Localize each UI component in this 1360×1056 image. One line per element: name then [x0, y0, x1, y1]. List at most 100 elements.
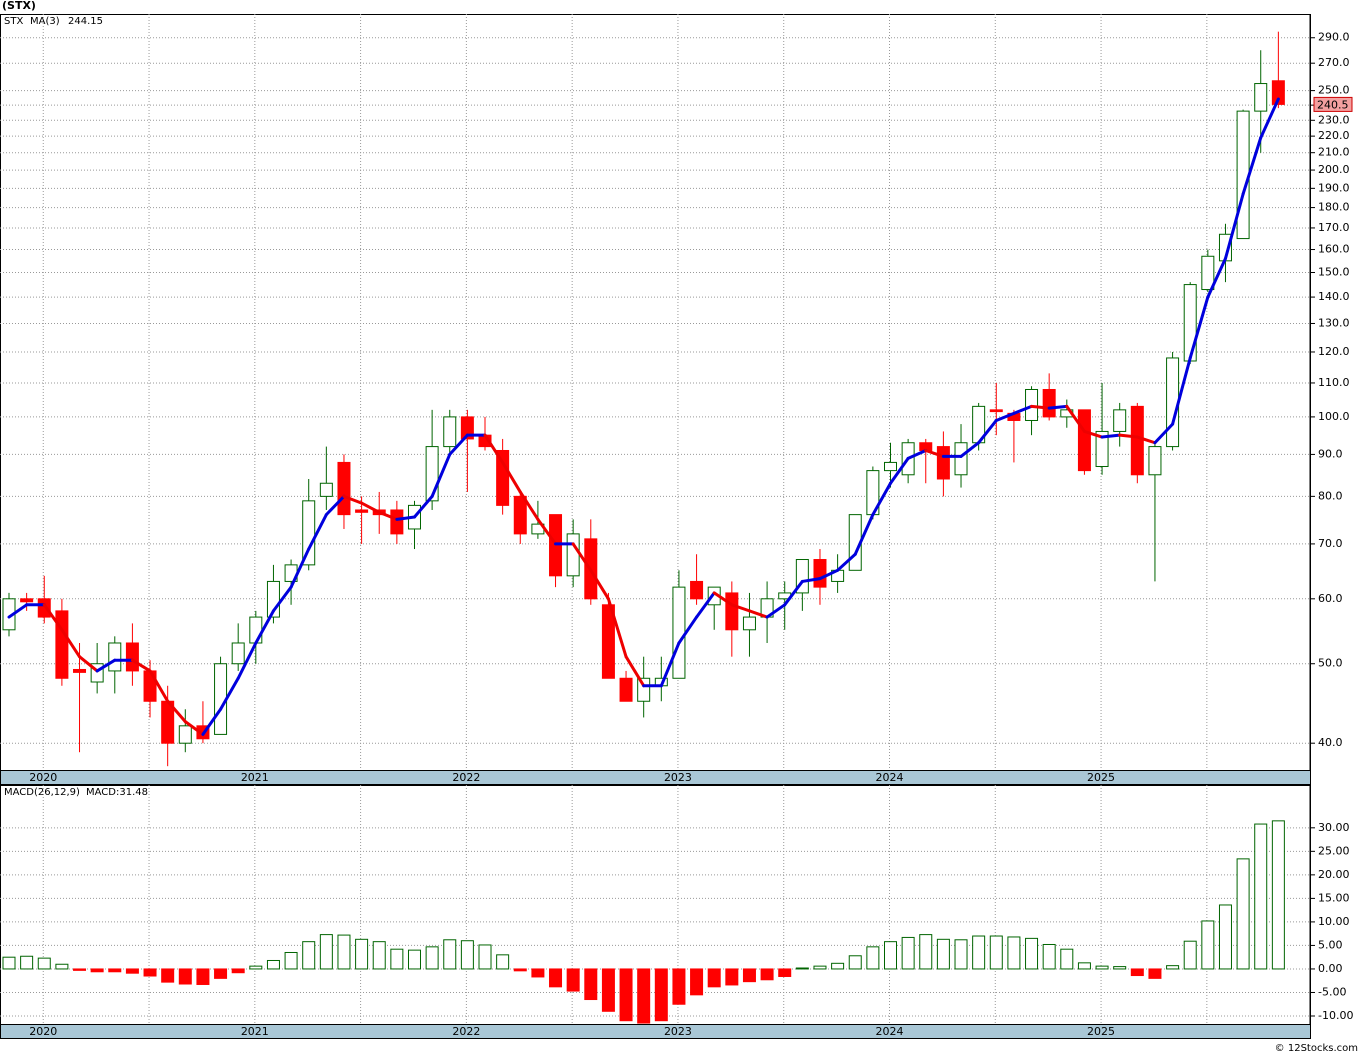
ma-line [430, 452, 452, 498]
macd-bar [1218, 904, 1232, 970]
macd-bar [161, 968, 175, 983]
macd-bar [231, 968, 245, 974]
y-tick-label: 50.0 [1318, 657, 1343, 670]
candle-body [1201, 255, 1215, 291]
ma-line [1259, 97, 1280, 140]
macd-bar [1271, 820, 1285, 970]
ma-line [1047, 404, 1069, 410]
candle-body [1254, 83, 1268, 112]
candle-body [813, 559, 827, 588]
y-tick-label: 40.0 [1318, 736, 1343, 749]
ma-line [571, 542, 593, 572]
macd-bar [1148, 968, 1162, 979]
y-tick-label: 10.00 [1318, 915, 1350, 928]
y-tick-label: 230.0 [1318, 113, 1350, 126]
candle-body [1236, 110, 1250, 240]
macd-bar [707, 968, 721, 988]
chart-title: (STX) [2, 0, 36, 12]
ma-line [994, 411, 1016, 422]
ma-line [271, 585, 293, 613]
candle-body [989, 409, 1003, 413]
macd-bar [125, 968, 139, 974]
y-tick-label: 180.0 [1318, 201, 1350, 214]
macd-bar [936, 938, 950, 970]
ma-line [201, 707, 223, 736]
macd-bar [1166, 965, 1180, 970]
macd-bar [1236, 858, 1250, 970]
candle-body [1183, 284, 1197, 362]
macd-bar [972, 935, 986, 970]
y-tick-label: 120.0 [1318, 345, 1350, 358]
macd-bar [266, 959, 280, 970]
candle-body [1042, 388, 1056, 418]
candle-body [443, 416, 457, 448]
ma-line [906, 448, 928, 460]
x-tick-label: 2020 [29, 771, 57, 784]
candle-body [690, 580, 704, 600]
ma-line [395, 515, 416, 521]
macd-bar [725, 968, 739, 986]
ma-line [412, 494, 434, 519]
macd-bar [989, 935, 1003, 970]
candle-body [460, 416, 474, 440]
macd-bar [407, 949, 421, 970]
ma-line [1100, 433, 1122, 439]
candle-body [936, 446, 950, 480]
date-band [0, 1024, 1311, 1039]
x-tick-label: 2024 [876, 1025, 904, 1038]
macd-bar [337, 934, 351, 970]
macd-bar [1130, 968, 1144, 977]
ma-line [342, 494, 364, 505]
candle-body [337, 461, 351, 516]
x-tick-label: 2023 [664, 771, 692, 784]
macd-bar [742, 968, 756, 983]
ma-line [307, 513, 328, 551]
y-tick-label: 110.0 [1318, 376, 1350, 389]
macd-bar [654, 968, 668, 1022]
ma-line [501, 460, 522, 494]
ma-line [924, 448, 945, 458]
y-tick-label: 250.0 [1318, 84, 1350, 97]
x-tick-label: 2025 [1087, 771, 1115, 784]
y-tick-label: 170.0 [1318, 221, 1350, 234]
ma-line [483, 433, 505, 464]
last-price-label: 240.5 [1317, 98, 1349, 111]
macd-bar [443, 939, 457, 970]
candle-body [884, 461, 897, 472]
macd-bar [1025, 937, 1039, 970]
ma-line [95, 658, 117, 673]
ma-line [712, 591, 734, 607]
ma-line [42, 603, 64, 632]
x-tick-label: 2022 [452, 1025, 480, 1038]
macd-bar [390, 948, 404, 970]
ma-line [536, 517, 558, 546]
macd-bar [584, 968, 598, 1001]
y-tick-label: 30.00 [1318, 821, 1350, 834]
ma-line [959, 441, 981, 458]
macd-bar [196, 968, 210, 985]
ma-line [377, 510, 399, 521]
ma-line [1135, 435, 1157, 445]
macd-bar [460, 940, 474, 970]
ma-line [1030, 404, 1051, 410]
y-tick-label: 200.0 [1318, 163, 1350, 176]
macd-bar [919, 934, 933, 970]
ma-line [677, 615, 699, 645]
ma-line [254, 609, 275, 645]
legend-ticker: STX [4, 16, 23, 27]
candle-body [37, 598, 51, 618]
y-tick-label: 290.0 [1318, 31, 1350, 44]
macd-bar [249, 965, 263, 970]
legend-ma: MA(3) [30, 16, 60, 27]
legend-macd: MACD:31.48 [86, 787, 148, 798]
macd-bar [1095, 965, 1109, 970]
ma-line [606, 597, 628, 659]
y-tick-label: 90.0 [1318, 447, 1343, 460]
candle-body [601, 604, 615, 679]
macd-bar [1077, 962, 1091, 970]
candle-body [108, 642, 122, 672]
ma-line [289, 547, 311, 589]
legend-ma-value: 244.15 [68, 16, 103, 27]
candle-body [496, 449, 510, 506]
ma-line [1012, 404, 1034, 415]
